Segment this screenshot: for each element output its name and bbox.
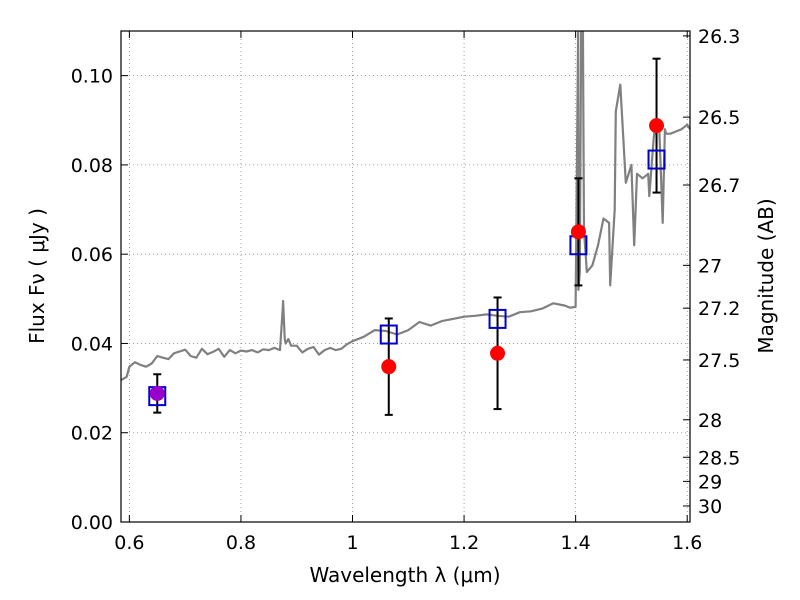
tick-labels: 0.6 0.8 1 1.2 1.4 1.6 0.00 0.02 0.04 0.06 0.08 0.10…	[71, 26, 741, 554]
y2-tick-label: 26.5	[698, 107, 740, 129]
observed-point	[570, 224, 586, 240]
y2-tick-label: 28.5	[698, 447, 740, 469]
model-band-square	[647, 149, 666, 170]
observed-point	[490, 345, 506, 361]
observed-point	[381, 359, 397, 375]
x-axis-title: Wavelength λ (μm)	[309, 563, 500, 587]
y-tick-label: 0.00	[71, 512, 113, 534]
y2-tick-label: 27.5	[698, 350, 740, 372]
y-tick-label: 0.08	[71, 155, 113, 177]
y2-tick-label: 26.7	[698, 175, 740, 197]
y2-tick-label: 30	[698, 496, 722, 518]
observed-point	[149, 385, 165, 401]
y2-tick-label: 28	[698, 410, 722, 432]
y2-tick-label: 27	[698, 255, 722, 277]
x-tick-label: 1	[346, 532, 358, 554]
model-band-square	[488, 308, 507, 329]
x-tick-label: 1.6	[672, 532, 702, 554]
y2-tick-label: 27.2	[698, 298, 740, 320]
x-tick-label: 0.8	[226, 532, 256, 554]
model-spectrum	[121, 31, 690, 382]
y2-axis-title: Magnitude (AB)	[754, 198, 778, 353]
y-tick-label: 0.02	[71, 423, 113, 445]
x-tick-label: 1.2	[449, 532, 479, 554]
y-tick-label: 0.04	[71, 333, 113, 355]
y-tick-label: 0.06	[71, 244, 113, 266]
plot-frame	[120, 30, 691, 523]
observed-point	[649, 118, 665, 134]
ticks	[121, 31, 690, 523]
y-tick-label: 0.10	[71, 66, 113, 88]
y2-tick-label: 29	[698, 471, 722, 493]
x-tick-label: 0.6	[114, 532, 144, 554]
observed-points	[149, 118, 665, 401]
y-axis-title: Flux Fν ( μJy )	[25, 208, 49, 344]
model-band-points	[148, 149, 666, 407]
spectrum-line	[121, 31, 690, 382]
y2-tick-label: 26.3	[698, 26, 740, 48]
grid	[121, 31, 690, 523]
x-tick-label: 1.4	[561, 532, 591, 554]
model-band-square	[379, 324, 398, 345]
